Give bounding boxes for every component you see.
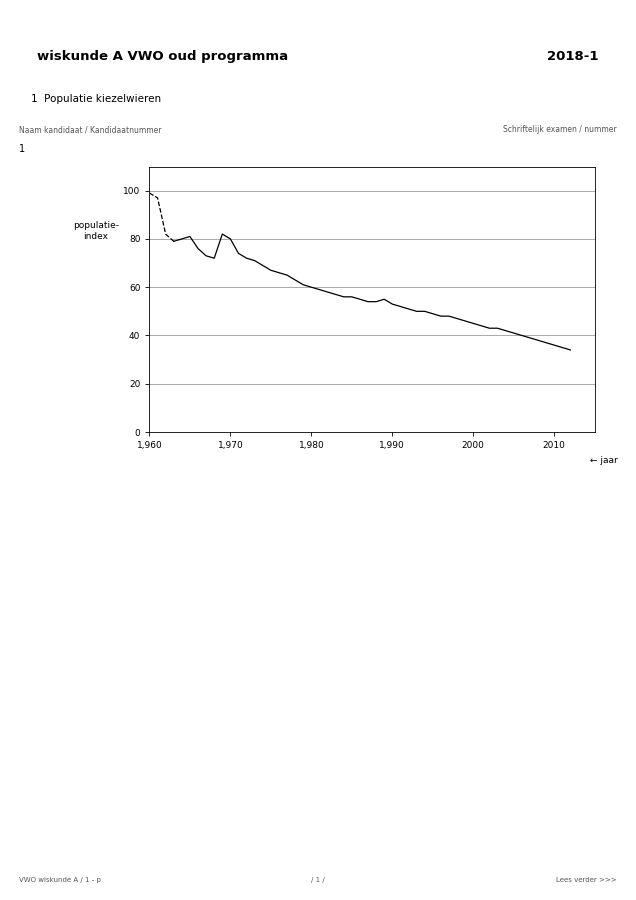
Text: wiskunde A VWO oud programma: wiskunde A VWO oud programma bbox=[37, 50, 288, 63]
Text: Naam kandidaat / Kandidaatnummer: Naam kandidaat / Kandidaatnummer bbox=[19, 125, 162, 134]
Y-axis label: populatie-
index: populatie- index bbox=[73, 221, 119, 241]
Text: VWO wiskunde A / 1 - p: VWO wiskunde A / 1 - p bbox=[19, 878, 101, 883]
X-axis label: ← jaar: ← jaar bbox=[590, 456, 618, 465]
Text: 1  Populatie kiezelwieren: 1 Populatie kiezelwieren bbox=[31, 94, 161, 104]
Text: Lees verder >>>: Lees verder >>> bbox=[556, 878, 617, 883]
Text: Schriftelijk examen / nummer: Schriftelijk examen / nummer bbox=[503, 125, 617, 134]
Text: 2018-1: 2018-1 bbox=[548, 50, 599, 63]
Text: 1: 1 bbox=[19, 144, 25, 155]
Text: / 1 /: / 1 / bbox=[311, 878, 325, 883]
